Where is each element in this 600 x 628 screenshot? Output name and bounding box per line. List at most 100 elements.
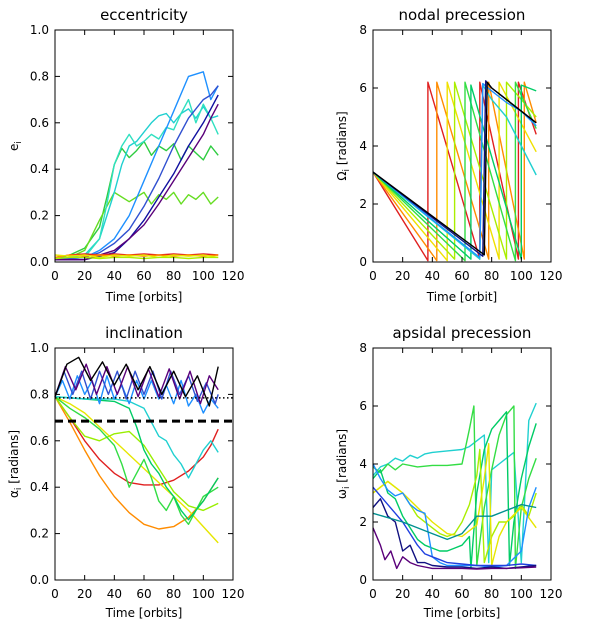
series-line-purple — [55, 103, 219, 261]
x-tick-label: 60 — [136, 587, 151, 601]
plot-area — [372, 402, 537, 570]
series-line-orange — [54, 396, 219, 530]
axes: 0 20 40 60 80 100 120 0 2 4 6 8 — [359, 23, 562, 283]
series-line-lime — [372, 448, 537, 564]
series-line-green-1 — [54, 140, 219, 261]
x-tick-label: 0 — [369, 269, 377, 283]
x-axis-label: Time [orbit] — [426, 290, 497, 304]
panel-title: eccentricity — [100, 6, 188, 24]
axes: 0 20 40 60 80 100 120 0.0 0.2 0.4 0.6 0.8 1.0 — [30, 341, 245, 601]
panel-inclination: inclination 0 20 40 60 80 100 1200.00.20.40.60… — [7, 324, 244, 620]
series-line-cyan — [54, 396, 219, 479]
plot-area — [372, 80, 537, 262]
x-tick-label: 80 — [484, 587, 499, 601]
x-tick-label: 0 — [51, 587, 59, 601]
series-line-green — [54, 396, 219, 525]
x-axis-label: Time [orbits] — [105, 290, 183, 304]
y-tick-label: 0.6 — [30, 116, 49, 130]
panel-title: inclination — [105, 324, 183, 342]
series-line-red — [54, 396, 219, 486]
x-tick-label: 120 — [540, 269, 563, 283]
y-tick-label: 2 — [359, 515, 367, 529]
y-tick-label: 1.0 — [30, 23, 49, 37]
x-tick-label: 120 — [222, 269, 245, 283]
y-tick-label: 0.0 — [30, 255, 49, 269]
panel-eccentricity: eccentricity 0 20 40 60 80 100 120 0.0 0.2 0.4 0.6… — [7, 6, 244, 304]
y-tick-label: 4 — [359, 457, 367, 471]
series-line-azure — [54, 375, 219, 414]
x-tick-label: 60 — [454, 587, 469, 601]
axes: 0 20 40 60 80 100 120 0 2 4 6 8 — [359, 341, 562, 601]
x-tick-label: 0 — [51, 269, 59, 283]
x-tick-label: 100 — [510, 269, 533, 283]
y-tick-label: 0.2 — [30, 527, 49, 541]
series-line-lime — [372, 81, 537, 260]
series-line-black — [54, 356, 219, 407]
x-tick-label: 100 — [192, 269, 215, 283]
panel-title: nodal precession — [399, 6, 526, 24]
series-line-yellow — [54, 396, 219, 544]
y-axis-label: Ωi [radians] — [335, 111, 352, 180]
axes-frame — [54, 29, 234, 263]
panel-title: apsidal precession — [393, 324, 532, 342]
x-tick-label: 0 — [369, 587, 377, 601]
x-tick-label: 120 — [540, 587, 563, 601]
y-tick-label: 4 — [359, 139, 367, 153]
y-tick-label: 0.4 — [30, 480, 49, 494]
series-line-orange — [372, 81, 537, 262]
y-tick-label: 0.8 — [30, 69, 49, 83]
y-tick-label: 6 — [359, 81, 367, 95]
series-line-yellow — [54, 254, 219, 259]
x-tick-label: 40 — [107, 587, 122, 601]
series-line-green-2 — [372, 84, 537, 260]
series-line-yellow — [372, 443, 537, 567]
series-line-blue — [372, 486, 537, 567]
y-tick-label: 1.0 — [30, 341, 49, 355]
panel-nodal-precession: nodal precession 0 20 40 60 80 100 120 0 2 4 6 8 Ti… — [335, 6, 562, 304]
plot-area — [54, 71, 219, 261]
y-axis-label: ei — [7, 141, 24, 151]
y-tick-label: 8 — [359, 341, 367, 355]
series-line-azure — [54, 71, 219, 261]
x-tick-label: 40 — [107, 269, 122, 283]
y-tick-label: 0.4 — [30, 162, 49, 176]
y-tick-label: 0.6 — [30, 434, 49, 448]
series-line-purple — [372, 527, 537, 570]
series-line-blue-1 — [54, 85, 219, 261]
plot-area — [54, 356, 233, 544]
series-line-green-2 — [372, 411, 537, 570]
x-tick-label: 100 — [192, 587, 215, 601]
x-tick-label: 20 — [395, 587, 410, 601]
axes: 0 20 40 60 80 100 120 0.0 0.2 0.4 0.6 0.8 1.0 — [30, 23, 245, 283]
panel-apsidal-precession: apsidal precession 0 20 40 60 80 100 12002468 … — [335, 324, 562, 620]
y-tick-label: 0.2 — [30, 209, 49, 223]
series-line-blue-2 — [55, 94, 219, 261]
x-tick-label: 60 — [136, 269, 151, 283]
y-axis-label: ωi [radians] — [335, 429, 352, 499]
y-tick-label: 0.8 — [30, 387, 49, 401]
x-tick-label: 60 — [454, 269, 469, 283]
series-line-teal — [372, 503, 537, 541]
x-axis-label: Time [orbits] — [105, 606, 183, 620]
series-line-green-2 — [54, 191, 219, 261]
x-tick-label: 120 — [222, 587, 245, 601]
x-tick-label: 20 — [77, 269, 92, 283]
y-tick-label: 2 — [359, 197, 367, 211]
x-tick-label: 80 — [166, 587, 181, 601]
x-tick-label: 80 — [166, 269, 181, 283]
x-tick-label: 20 — [77, 587, 92, 601]
x-axis-label: Time [orbits] — [423, 606, 501, 620]
series-line-lime — [54, 256, 219, 260]
x-tick-label: 20 — [395, 269, 410, 283]
series-line-green-2 — [54, 396, 219, 521]
y-tick-label: 6 — [359, 399, 367, 413]
y-axis-label: αi [radians] — [7, 430, 24, 498]
series-line-black — [372, 81, 537, 256]
y-tick-label: 0.0 — [30, 573, 49, 587]
series-line-lime — [54, 396, 219, 512]
x-tick-label: 80 — [484, 269, 499, 283]
y-tick-label: 8 — [359, 23, 367, 37]
x-tick-label: 40 — [425, 587, 440, 601]
x-tick-label: 100 — [510, 587, 533, 601]
